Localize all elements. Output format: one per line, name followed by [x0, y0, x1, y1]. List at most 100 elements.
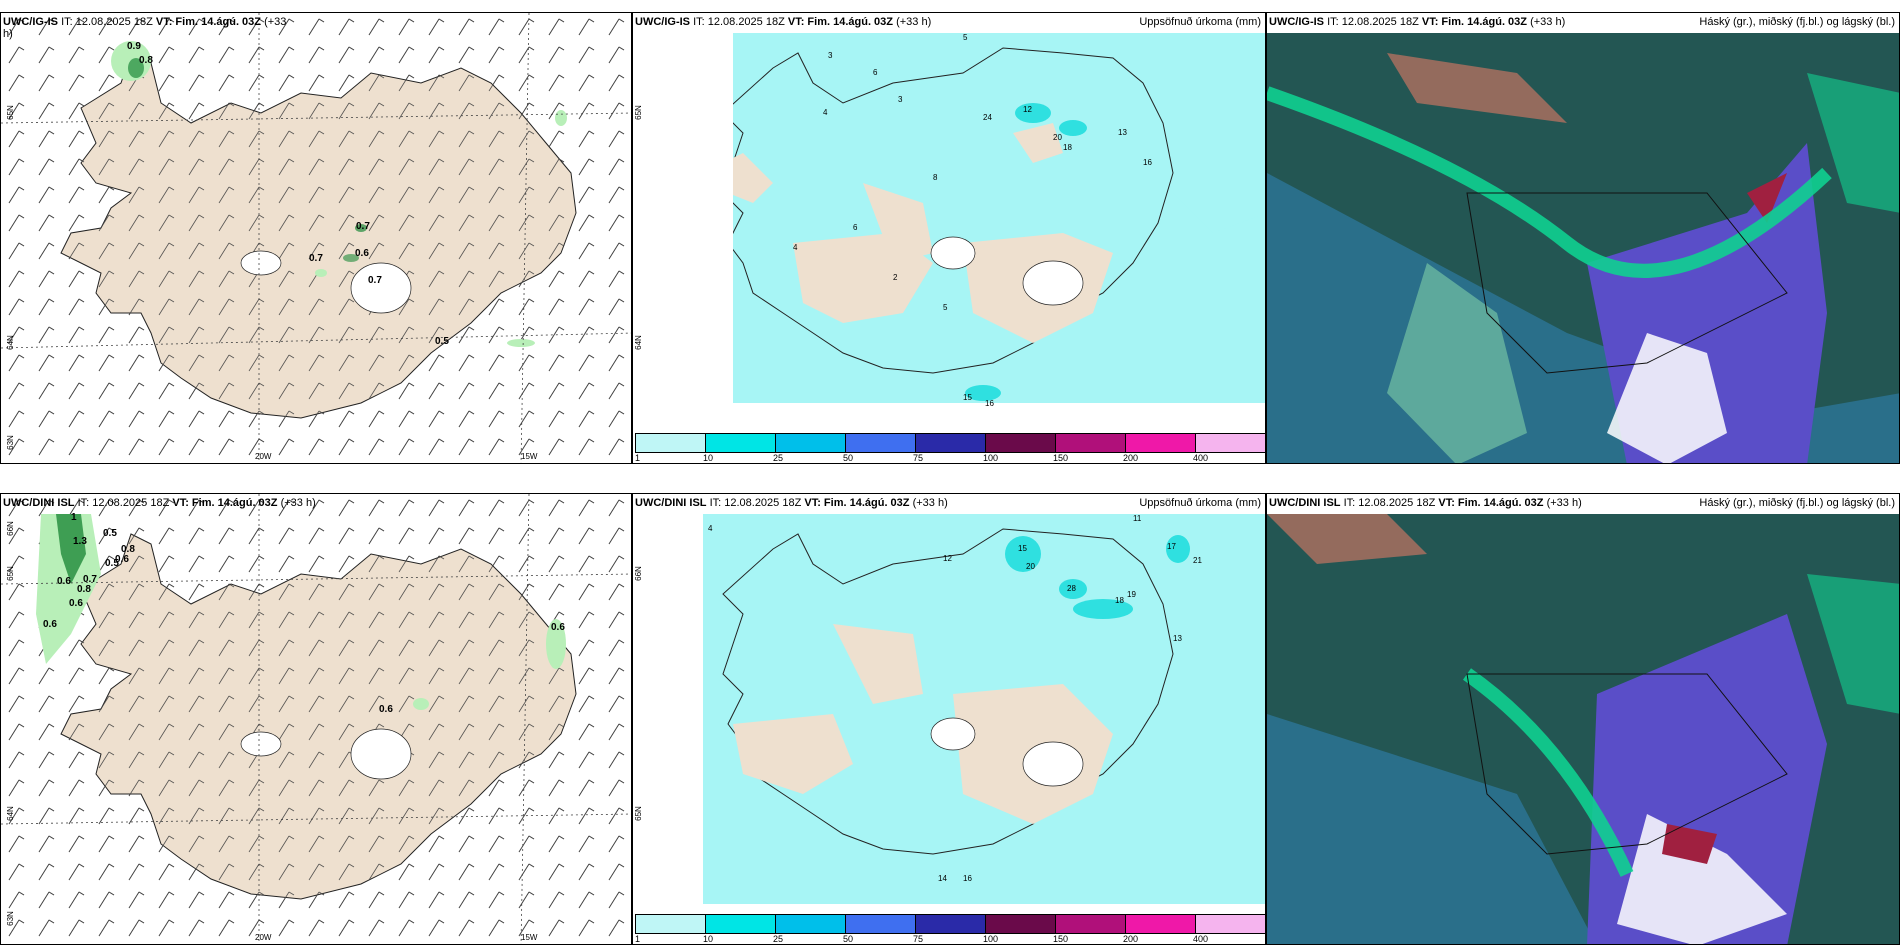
panel-title: UWC/DINI ISL IT: 12.08.2025 18Z VT: Fim.… [635, 497, 948, 509]
legend-label: 50 [843, 934, 854, 944]
model-name: UWC/IG-IS [1269, 16, 1324, 28]
init-time: IT: 12.08.2025 18Z [693, 16, 785, 28]
legend-label: 50 [843, 453, 854, 463]
legend-swatch [986, 434, 1056, 452]
field-title: Uppsöfnuð úrkoma (mm) [1139, 16, 1261, 28]
lead-time: (+33 h) [912, 497, 948, 509]
lead-time: (+33 h) [896, 16, 932, 28]
field-title: Háský (gr.), miðský (fj.bl.) og lágský (… [1699, 497, 1895, 509]
lat-label: 63N [5, 435, 15, 450]
model-name: UWC/DINI ISL [1269, 497, 1341, 509]
lat-label: 65N [633, 806, 643, 821]
panel-precip-dini: UWC/DINI ISL IT: 12.08.2025 18Z VT: Fim.… [632, 493, 1266, 945]
legend-swatch [1056, 915, 1126, 933]
value-label: 6 [873, 68, 878, 77]
wind-map [1, 494, 631, 944]
value-label: 0.8 [77, 584, 91, 595]
value-label: 12 [943, 554, 952, 563]
value-label: 0.6 [69, 598, 83, 609]
legend-swatch [706, 915, 776, 933]
value-label: 16 [1143, 158, 1152, 167]
value-label: 21 [1193, 556, 1202, 565]
legend-label: 10 [703, 453, 714, 463]
precip-map [633, 494, 1265, 904]
value-label: 0.7 [309, 253, 323, 264]
legend-swatch [636, 434, 706, 452]
legend-swatch [636, 915, 706, 933]
lat-label: 64N [5, 335, 15, 350]
value-label: 2 [893, 273, 898, 282]
lat-label: 65N [5, 105, 15, 120]
value-label: 1 [71, 512, 77, 523]
legend-label: 25 [773, 934, 784, 944]
legend-swatch [776, 915, 846, 933]
value-label: 24 [983, 113, 992, 122]
lead-time-cont: h) [3, 28, 13, 40]
vt-label: VT: [1438, 497, 1455, 509]
legend-label: 1 [635, 453, 641, 463]
lon-label: 20W [255, 933, 272, 942]
value-label: 18 [1063, 143, 1072, 152]
value-label: 16 [985, 399, 994, 408]
valid-time: Fim. 14.ágú. 03Z [823, 497, 910, 509]
precip-map [633, 13, 1265, 413]
value-label: 5 [963, 33, 968, 42]
init-time: IT: 12.08.2025 18Z [1343, 497, 1436, 509]
value-label: 6 [853, 223, 858, 232]
vt-label: VT: [804, 497, 821, 509]
value-label: 13 [1173, 634, 1182, 643]
value-label: 28 [1067, 584, 1076, 593]
legend-swatch [916, 915, 986, 933]
lat-label: 63N [5, 911, 15, 926]
legend-label: 400 [1193, 934, 1209, 944]
legend-label: 10 [703, 934, 714, 944]
lat-label: 66N [5, 521, 15, 536]
value-label: 12 [1023, 105, 1032, 114]
value-label: 13 [1118, 128, 1127, 137]
legend-swatch [776, 434, 846, 452]
legend-swatch [1196, 915, 1265, 933]
value-label: 3 [898, 95, 903, 104]
legend-swatch [916, 434, 986, 452]
legend-label: 100 [983, 453, 999, 463]
valid-time: Fim. 14.ágú. 03Z [191, 497, 278, 509]
init-time: IT: 12.08.2025 18Z [77, 497, 170, 509]
init-time: IT: 12.08.2025 18Z [1327, 16, 1419, 28]
wind-map [1, 13, 631, 463]
panel-clouds-igis: UWC/IG-IS IT: 12.08.2025 18Z VT: Fim. 14… [1266, 12, 1900, 464]
panel-precip-igis: UWC/IG-IS IT: 12.08.2025 18Z VT: Fim. 14… [632, 12, 1266, 464]
lead-time: (+33 h) [1530, 16, 1566, 28]
model-name: UWC/IG-IS [3, 16, 58, 28]
model-name: UWC/IG-IS [635, 16, 690, 28]
value-label: 0.5 [435, 336, 449, 347]
value-label: 20 [1026, 562, 1035, 571]
value-label: 0.6 [57, 576, 71, 587]
value-label: 15 [963, 393, 972, 402]
panel-clouds-dini: UWC/DINI ISL IT: 12.08.2025 18Z VT: Fim.… [1266, 493, 1900, 945]
lead-time: (+33 h) [1546, 497, 1582, 509]
legend-label: 150 [1053, 934, 1069, 944]
valid-time: Fim. 14.ágú. 03Z [807, 16, 894, 28]
value-label: 0.6 [355, 248, 369, 259]
panel-wind-igis: UWC/IG-IS IT: 12.08.2025 18Z VT: Fim. 14… [0, 12, 632, 464]
value-label: 4 [823, 108, 828, 117]
init-time: IT: 12.08.2025 18Z [709, 497, 802, 509]
valid-time: Fim. 14.ágú. 03Z [1457, 497, 1544, 509]
vt-label: VT: [155, 16, 173, 28]
value-label: 16 [963, 874, 972, 883]
panel-title: UWC/DINI ISL IT: 12.08.2025 18Z VT: Fim.… [1269, 497, 1582, 509]
precip-legend [635, 433, 1265, 453]
lon-label: 15W [521, 933, 538, 942]
legend-labels: 1 10 25 50 75 100 150 200 400 [633, 453, 1265, 463]
value-label: 0.8 [121, 544, 135, 555]
field-title: Háský (gr.), miðský (fj.bl.) og lágský (… [1699, 16, 1895, 28]
legend-label: 400 [1193, 453, 1209, 463]
legend-label: 200 [1123, 934, 1139, 944]
cloud-map [1267, 33, 1899, 463]
legend-label: 200 [1123, 453, 1139, 463]
value-label: 0.6 [379, 704, 393, 715]
value-label: 0.8 [139, 55, 153, 66]
value-label: 20 [1053, 133, 1062, 142]
precip-legend [635, 914, 1265, 934]
lon-label: 20W [255, 452, 272, 461]
